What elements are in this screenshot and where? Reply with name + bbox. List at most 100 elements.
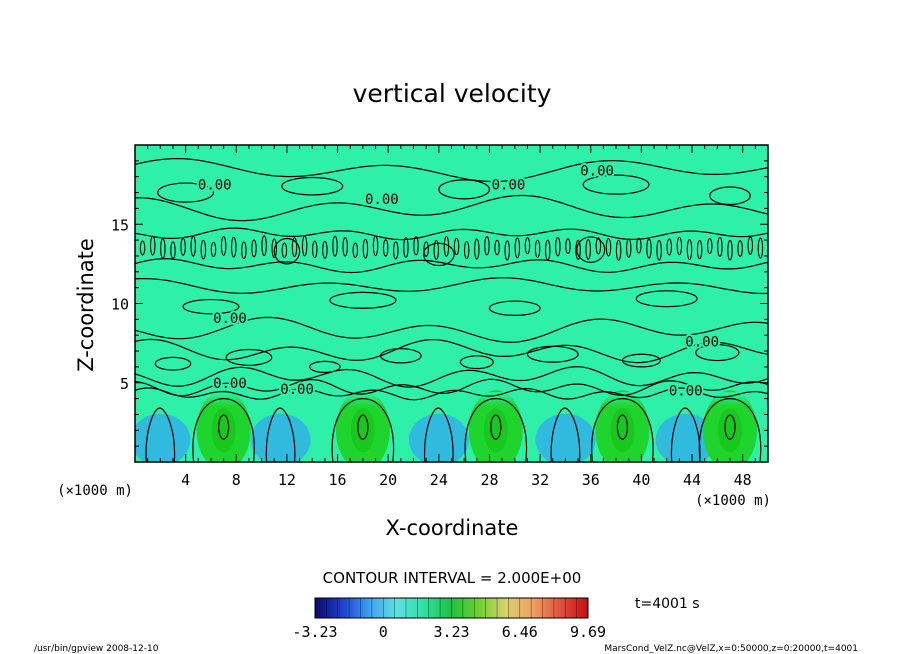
contour-cell: [182, 298, 240, 315]
contour-band-cell: [332, 235, 338, 257]
contour-band-cell: [403, 237, 409, 259]
updraft-core-contour: [724, 414, 736, 440]
contour-label: 0.00: [580, 163, 614, 179]
downdraft-contour: [145, 407, 176, 462]
footer-right: MarsCond_VelZ.nc@VelZ,x=0:50000,z=0:2000…: [604, 644, 858, 654]
contour-band-cell: [200, 239, 207, 260]
contour-band-cell: [484, 236, 490, 256]
contour-label: 0.00: [365, 192, 399, 208]
x-tick-label: 4: [181, 471, 190, 489]
downdraft-region: [408, 413, 469, 462]
contour-label: 0.00: [492, 178, 526, 194]
downdraft-contour: [670, 407, 701, 462]
contour-band-cell: [210, 241, 217, 258]
boundary-contour: [135, 378, 768, 397]
contour-cell: [423, 242, 455, 267]
updraft-core: [610, 408, 635, 453]
y-tick-label: 15: [111, 216, 129, 234]
x-tick-label: 16: [329, 471, 347, 489]
contour-band-cell: [656, 239, 662, 261]
contour-band-cell: [362, 238, 369, 259]
contour-band-cell: [160, 238, 166, 260]
contour-label: 0.00: [669, 384, 703, 400]
updraft-core: [718, 408, 743, 453]
contour-band-cell: [312, 240, 318, 259]
contour-band-cell: [524, 237, 531, 255]
contour-band-cell: [322, 240, 328, 259]
x-tick-label: 24: [430, 471, 448, 489]
contour-band-cell: [261, 235, 267, 257]
contour-band-cell: [625, 238, 632, 258]
contour-band-cell: [605, 238, 612, 257]
contour-band-cell: [443, 236, 450, 257]
contour-band-cell: [534, 239, 541, 258]
colorbar-tick-label: 0: [379, 623, 388, 641]
band-contour: [135, 258, 768, 274]
updraft-contour: [331, 397, 395, 462]
chart-title: vertical velocity: [353, 79, 552, 108]
updraft-core: [483, 408, 508, 453]
contour-band-cell: [494, 239, 500, 256]
updraft-contour: [698, 397, 762, 462]
contour-band-cell: [737, 240, 743, 258]
contour-band-cell: [615, 239, 622, 261]
updraft-core: [350, 408, 375, 453]
contour-band-cell: [291, 237, 298, 258]
footer-left: /usr/bin/gpview 2008-12-10: [34, 644, 159, 654]
x-tick-label: 44: [683, 471, 701, 489]
contour-band-cell: [220, 236, 227, 256]
contour-cell: [576, 236, 606, 263]
contour-band-cell: [463, 240, 470, 260]
contour-cell: [273, 237, 301, 265]
downdraft-region: [655, 413, 716, 462]
contour-band-cell: [230, 236, 237, 258]
x-tick-label: 20: [379, 471, 397, 489]
x-tick-label: 12: [278, 471, 296, 489]
contour-band-cell: [565, 238, 571, 255]
contour-band-cell: [757, 237, 764, 259]
updraft-core-contour: [357, 414, 369, 440]
contour-cell: [225, 348, 273, 366]
contour-band-cell: [352, 242, 359, 258]
downdraft-region: [535, 413, 596, 462]
contour-band-cell: [382, 239, 389, 257]
contour-cell: [438, 179, 491, 200]
contour-band-cell: [676, 236, 683, 256]
colorbar-tick-label: 6.46: [502, 623, 538, 641]
contour-cell: [154, 356, 192, 371]
contour-band-cell: [453, 237, 460, 256]
contour-cell: [709, 186, 751, 206]
updraft-contour: [192, 397, 255, 462]
updraft-contour: [464, 397, 528, 462]
contour-band-cell: [281, 242, 288, 258]
contour-lines: [135, 157, 768, 462]
contour-band-cell: [544, 239, 551, 261]
downdraft-contour: [550, 407, 581, 462]
velocity-field: [135, 390, 768, 462]
updraft-core-contour: [616, 414, 629, 440]
x-tick-label: 40: [632, 471, 650, 489]
downdraft-contour: [265, 407, 296, 462]
contour-band-cell: [555, 237, 561, 257]
downdraft-contour: [424, 407, 454, 462]
band-contour: [135, 227, 768, 241]
updraft-core: [211, 408, 236, 453]
contour-band-cell: [575, 239, 581, 260]
contour-label: 0.00: [685, 335, 719, 351]
contour-band-cell: [717, 236, 723, 258]
contour-cell: [621, 353, 661, 368]
contour-band-cell: [139, 240, 146, 256]
x-tick-label: 32: [531, 471, 549, 489]
contour-band-cell: [595, 237, 602, 255]
contour-band-cell: [170, 241, 176, 260]
contour-cell: [695, 344, 740, 362]
colorbar-tick-label: -3.23: [292, 623, 337, 641]
band-contour: [135, 366, 768, 388]
contour-cell: [157, 182, 215, 203]
band-contour: [135, 277, 768, 295]
contour-cell: [329, 291, 397, 309]
y-axis-label: Z-coordinate: [74, 238, 98, 372]
contour-label: 0.00: [198, 178, 232, 194]
contour-band-cell: [372, 235, 379, 257]
